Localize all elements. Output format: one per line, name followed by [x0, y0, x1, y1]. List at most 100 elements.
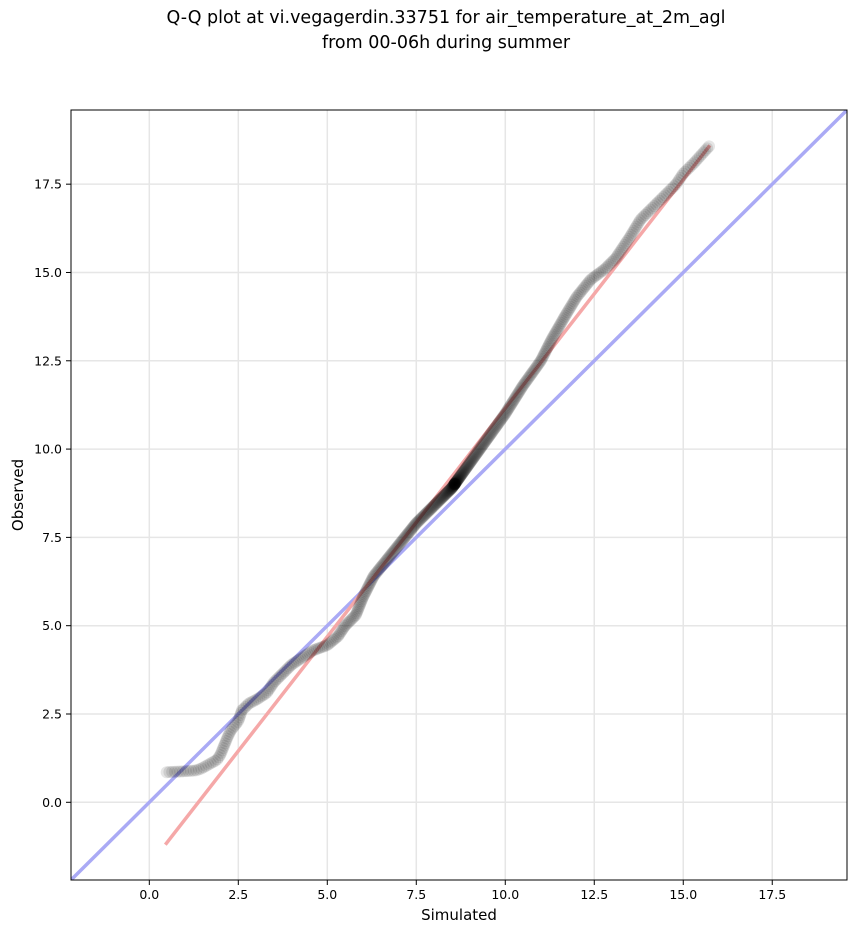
- data-point: [436, 491, 449, 504]
- data-point: [298, 650, 311, 663]
- data-point: [430, 497, 443, 510]
- data-point: [442, 485, 455, 498]
- data-point: [478, 436, 491, 449]
- data-point: [329, 632, 342, 645]
- data-point: [299, 649, 312, 662]
- data-point: [563, 302, 576, 315]
- data-point: [449, 476, 462, 489]
- data-point: [344, 614, 357, 627]
- data-point: [518, 377, 531, 390]
- data-point: [504, 399, 517, 412]
- data-point: [449, 477, 462, 490]
- data-point: [466, 453, 479, 466]
- data-point: [671, 176, 684, 189]
- data-point: [374, 561, 387, 574]
- data-point: [356, 591, 369, 604]
- data-point: [235, 704, 248, 717]
- y-tick-label: 17.5: [34, 177, 62, 192]
- data-point: [469, 448, 482, 461]
- data-point: [542, 339, 555, 352]
- data-point: [440, 487, 452, 500]
- data-point: [570, 291, 583, 304]
- data-point: [451, 474, 464, 487]
- data-point: [230, 717, 243, 730]
- y-tick-label: 5.0: [42, 618, 62, 633]
- data-point: [420, 507, 433, 520]
- data-point: [327, 634, 340, 647]
- data-point: [353, 600, 366, 613]
- data-point: [340, 618, 353, 631]
- data-point: [684, 160, 697, 173]
- data-point: [462, 459, 475, 472]
- data-point: [286, 657, 299, 670]
- data-point: [599, 262, 612, 275]
- data-point: [452, 472, 465, 485]
- data-point: [418, 509, 431, 522]
- data-point: [501, 403, 514, 416]
- data-point: [491, 418, 504, 431]
- data-point: [264, 680, 277, 693]
- data-point: [517, 378, 530, 391]
- data-point: [448, 477, 461, 490]
- data-point: [275, 668, 288, 681]
- data-point: [616, 242, 629, 255]
- data-point: [187, 764, 200, 777]
- data-point: [403, 525, 416, 538]
- data-point: [413, 513, 426, 526]
- data-point: [579, 279, 592, 292]
- data-point: [679, 165, 692, 178]
- data-point: [462, 458, 475, 471]
- data-point: [448, 477, 461, 490]
- data-point: [456, 467, 469, 480]
- data-point: [221, 730, 234, 743]
- data-point: [233, 711, 246, 724]
- data-point: [516, 380, 529, 393]
- data-point: [447, 479, 460, 492]
- data-point: [489, 421, 502, 434]
- data-point: [640, 207, 653, 220]
- data-point: [482, 431, 495, 444]
- data-point: [447, 479, 460, 492]
- data-point: [578, 281, 591, 294]
- data-point: [441, 486, 454, 499]
- data-point: [319, 639, 332, 652]
- data-point: [395, 535, 408, 548]
- data-point: [333, 628, 346, 641]
- y-tick-label: 2.5: [42, 706, 62, 721]
- data-point: [617, 240, 630, 253]
- data-point: [364, 577, 377, 590]
- data-point: [185, 764, 198, 777]
- data-point: [535, 354, 548, 367]
- data-point: [438, 488, 451, 501]
- data-point: [373, 563, 386, 576]
- data-point: [449, 476, 462, 489]
- data-point: [369, 568, 382, 581]
- y-tick-label: 12.5: [34, 353, 62, 368]
- data-point: [475, 440, 488, 453]
- data-point: [269, 675, 282, 688]
- data-point: [347, 611, 360, 624]
- data-point: [360, 583, 373, 596]
- data-point: [445, 481, 458, 494]
- data-point: [642, 205, 655, 218]
- data-point: [658, 189, 671, 202]
- data-point: [422, 505, 435, 518]
- chart-title-line-2: from 00-06h during summer: [322, 33, 571, 53]
- data-point: [649, 198, 662, 211]
- data-point: [523, 370, 536, 383]
- data-point: [604, 257, 617, 270]
- data-point: [571, 290, 584, 303]
- data-point: [255, 690, 268, 703]
- data-point: [393, 537, 406, 550]
- data-point: [317, 640, 330, 653]
- data-point: [377, 557, 390, 570]
- data-point: [294, 652, 307, 665]
- y-tick-label: 15.0: [34, 265, 62, 280]
- data-point: [510, 390, 523, 403]
- data-point: [402, 526, 415, 539]
- data-point: [433, 494, 446, 507]
- data-point: [432, 494, 445, 507]
- data-point: [606, 255, 619, 268]
- data-point: [630, 220, 643, 233]
- data-point: [386, 546, 399, 559]
